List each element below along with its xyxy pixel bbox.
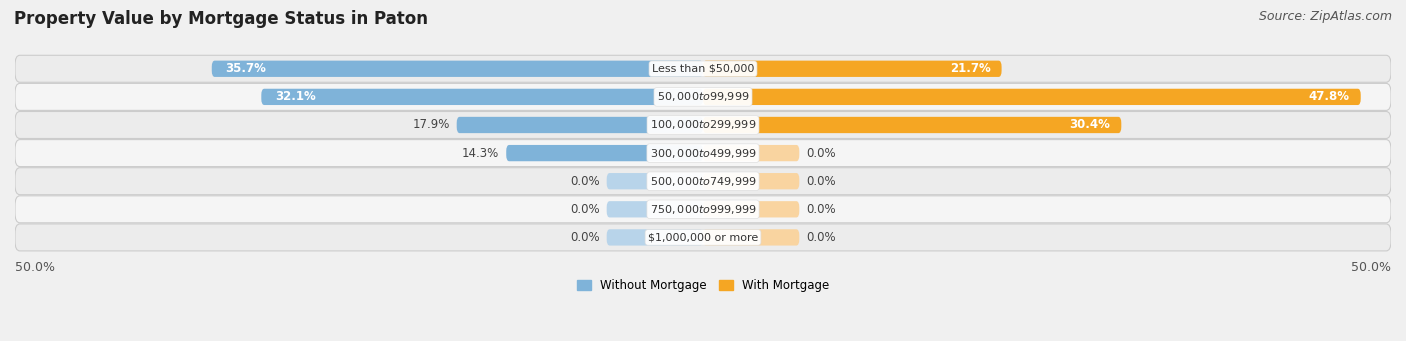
FancyBboxPatch shape xyxy=(606,229,703,246)
Text: 0.0%: 0.0% xyxy=(571,203,600,216)
Text: $100,000 to $299,999: $100,000 to $299,999 xyxy=(650,118,756,132)
FancyBboxPatch shape xyxy=(15,168,1391,195)
Text: 0.0%: 0.0% xyxy=(571,175,600,188)
FancyBboxPatch shape xyxy=(15,55,1391,82)
Text: 35.7%: 35.7% xyxy=(225,62,266,75)
FancyBboxPatch shape xyxy=(703,89,1361,105)
Text: $300,000 to $499,999: $300,000 to $499,999 xyxy=(650,147,756,160)
Text: Property Value by Mortgage Status in Paton: Property Value by Mortgage Status in Pat… xyxy=(14,10,427,28)
FancyBboxPatch shape xyxy=(15,112,1391,138)
Text: $50,000 to $99,999: $50,000 to $99,999 xyxy=(657,90,749,103)
FancyBboxPatch shape xyxy=(703,173,800,189)
Text: 50.0%: 50.0% xyxy=(15,261,55,274)
Text: 21.7%: 21.7% xyxy=(950,62,991,75)
Text: 14.3%: 14.3% xyxy=(463,147,499,160)
FancyBboxPatch shape xyxy=(703,145,800,161)
FancyBboxPatch shape xyxy=(703,61,1001,77)
FancyBboxPatch shape xyxy=(262,89,703,105)
Legend: Without Mortgage, With Mortgage: Without Mortgage, With Mortgage xyxy=(572,275,834,297)
Text: Source: ZipAtlas.com: Source: ZipAtlas.com xyxy=(1258,10,1392,23)
Text: 0.0%: 0.0% xyxy=(806,203,835,216)
FancyBboxPatch shape xyxy=(15,139,1391,167)
Text: 0.0%: 0.0% xyxy=(806,175,835,188)
Text: $750,000 to $999,999: $750,000 to $999,999 xyxy=(650,203,756,216)
Text: $500,000 to $749,999: $500,000 to $749,999 xyxy=(650,175,756,188)
Text: Less than $50,000: Less than $50,000 xyxy=(652,64,754,74)
FancyBboxPatch shape xyxy=(703,229,800,246)
FancyBboxPatch shape xyxy=(606,173,703,189)
FancyBboxPatch shape xyxy=(15,196,1391,223)
Text: 0.0%: 0.0% xyxy=(806,231,835,244)
FancyBboxPatch shape xyxy=(212,61,703,77)
FancyBboxPatch shape xyxy=(506,145,703,161)
FancyBboxPatch shape xyxy=(703,201,800,218)
Text: 32.1%: 32.1% xyxy=(276,90,316,103)
FancyBboxPatch shape xyxy=(606,201,703,218)
FancyBboxPatch shape xyxy=(15,224,1391,251)
Text: 0.0%: 0.0% xyxy=(571,231,600,244)
FancyBboxPatch shape xyxy=(457,117,703,133)
FancyBboxPatch shape xyxy=(703,117,1122,133)
Text: 50.0%: 50.0% xyxy=(1351,261,1391,274)
Text: 30.4%: 30.4% xyxy=(1070,118,1111,132)
FancyBboxPatch shape xyxy=(15,84,1391,110)
Text: 0.0%: 0.0% xyxy=(806,147,835,160)
Text: 17.9%: 17.9% xyxy=(412,118,450,132)
Text: 47.8%: 47.8% xyxy=(1309,90,1350,103)
Text: $1,000,000 or more: $1,000,000 or more xyxy=(648,233,758,242)
